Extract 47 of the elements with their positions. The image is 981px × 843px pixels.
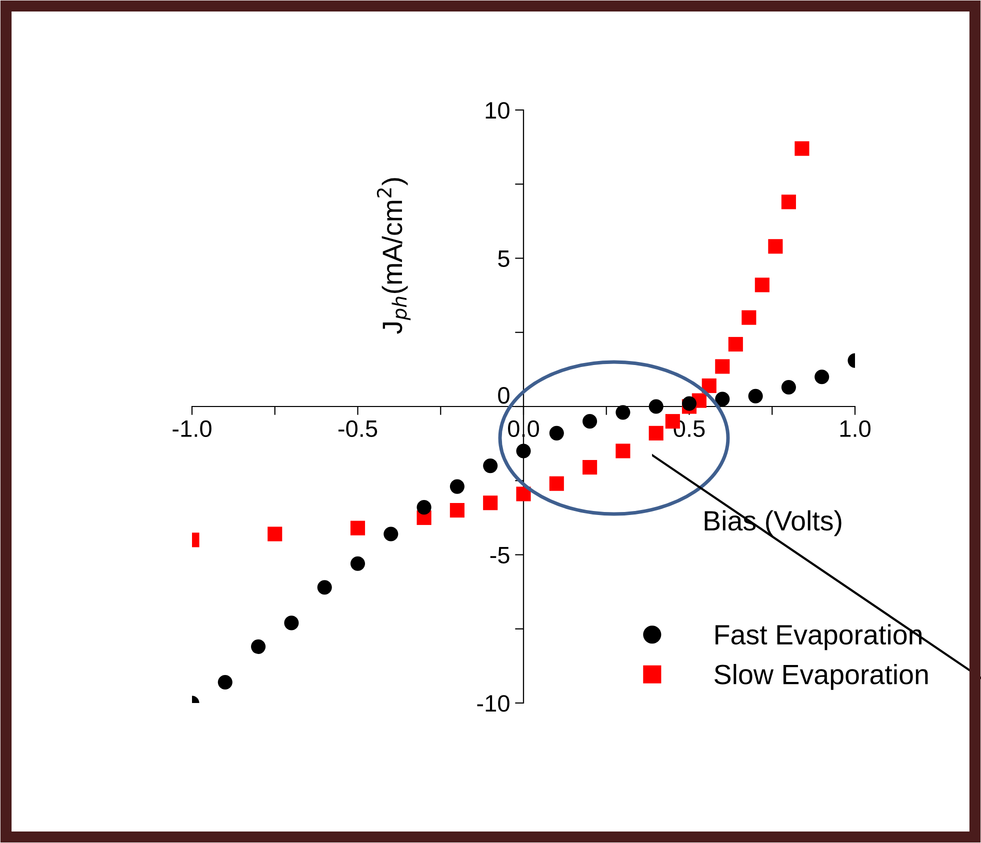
point <box>616 405 630 420</box>
point <box>218 674 232 690</box>
x-tick-label: 1.0 <box>840 420 870 438</box>
point <box>768 239 783 254</box>
point <box>794 141 810 156</box>
point <box>350 520 366 536</box>
point <box>715 359 730 374</box>
legend-label: Fast Evaporation <box>716 624 922 650</box>
x-tick-label: -1.0 <box>172 420 212 438</box>
point <box>748 388 763 404</box>
y-tick-label: 10 <box>486 102 510 119</box>
point <box>715 392 730 406</box>
point <box>754 278 770 292</box>
point <box>450 502 464 518</box>
point <box>268 526 282 542</box>
point <box>416 500 432 515</box>
point <box>582 460 598 475</box>
point <box>483 458 498 474</box>
point <box>317 580 332 595</box>
point <box>516 486 531 502</box>
point <box>781 194 796 210</box>
point <box>384 526 398 542</box>
point <box>702 378 716 394</box>
y-axis-title: J$_{ph}$(mA/cm$^{2}$) <box>376 178 411 334</box>
point <box>516 444 531 458</box>
point <box>549 476 564 491</box>
x-tick-label: -0.5 <box>338 420 378 438</box>
point <box>549 426 564 440</box>
point <box>483 496 498 510</box>
point <box>682 396 697 411</box>
point <box>742 310 756 325</box>
point <box>616 444 630 458</box>
point <box>781 380 796 395</box>
point <box>284 616 299 630</box>
point <box>648 399 664 414</box>
y-tick-label: 0 <box>498 387 510 404</box>
y-tick-label: 5 <box>498 250 510 268</box>
point <box>648 426 664 440</box>
point <box>350 556 366 571</box>
y-tick-label: -10 <box>477 695 510 712</box>
point <box>582 414 598 429</box>
point <box>450 479 464 494</box>
point <box>728 336 743 352</box>
point <box>814 370 830 384</box>
point <box>251 639 266 654</box>
legend-label: Slow Evaporation <box>714 664 928 690</box>
y-tick-label: -5 <box>490 547 510 564</box>
